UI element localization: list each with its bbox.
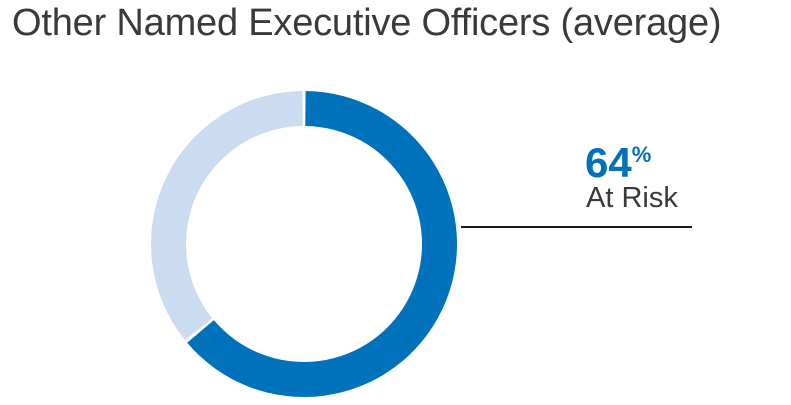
callout-label: At Risk bbox=[586, 182, 678, 214]
chart-title: Other Named Executive Officers (average) bbox=[12, 2, 722, 44]
callout-number: 64 bbox=[585, 139, 632, 186]
donut-slice-remainder bbox=[151, 91, 303, 341]
callout-value: 64% bbox=[585, 142, 651, 184]
callout-percent-sign: % bbox=[631, 142, 652, 167]
donut-slice-at-risk bbox=[187, 91, 457, 398]
